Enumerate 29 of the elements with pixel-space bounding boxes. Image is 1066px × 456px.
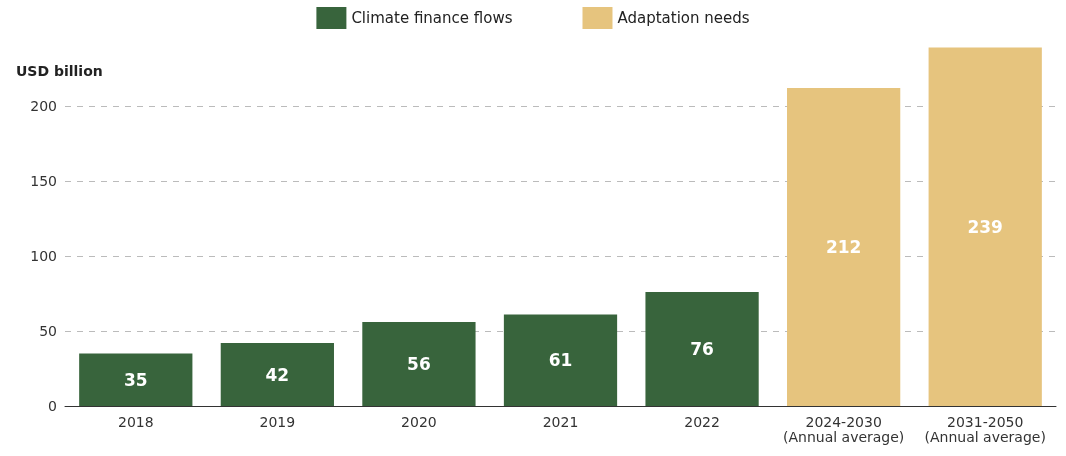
data-label: 61 <box>548 350 573 371</box>
y-tick-label: 100 <box>30 248 57 264</box>
data-label: 239 <box>967 216 1003 237</box>
y-tick-label: 0 <box>48 398 57 414</box>
data-label: 212 <box>825 237 862 257</box>
x-tick-label: 2031-2050 (Annual average) <box>924 413 1046 445</box>
x-tick-label: 2024-2030 (Annual average) <box>782 413 905 445</box>
x-tick-label: 2019 <box>259 413 296 430</box>
bar <box>928 47 1042 406</box>
data-label: 56 <box>407 354 431 374</box>
bar <box>220 343 334 406</box>
y-tick-label: 150 <box>30 173 57 189</box>
data-label: 42 <box>265 364 290 385</box>
data-label: 76 <box>690 339 714 359</box>
x-tick-label: 2018 <box>117 413 154 430</box>
x-tick-label: 2022 <box>684 413 720 430</box>
x-tick-label: 2020 <box>401 413 437 430</box>
y-tick-label: 50 <box>39 323 57 339</box>
bar <box>503 314 618 406</box>
bar <box>362 322 476 406</box>
legend-label: Climate finance flows <box>351 9 513 27</box>
bar <box>645 292 759 406</box>
x-tick-label: 2021 <box>542 413 579 430</box>
bar <box>787 88 901 406</box>
y-axis-title: USD billion <box>16 63 103 79</box>
legend-label: Adaptation needs <box>617 9 750 27</box>
data-label: 35 <box>123 369 148 390</box>
bar <box>79 353 193 406</box>
y-tick-label: 200 <box>30 98 57 114</box>
